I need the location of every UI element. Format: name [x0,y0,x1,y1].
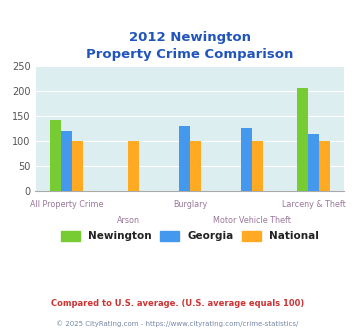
Text: Burglary: Burglary [173,200,207,209]
Bar [179,126,190,191]
Legend: Newington, Georgia, National: Newington, Georgia, National [61,231,319,241]
Bar [50,120,61,191]
Bar [72,141,83,191]
Title: 2012 Newington
Property Crime Comparison: 2012 Newington Property Crime Comparison [86,31,294,61]
Bar [61,131,72,191]
Bar [190,141,201,191]
Bar [128,141,139,191]
Bar [319,141,330,191]
Text: Compared to U.S. average. (U.S. average equals 100): Compared to U.S. average. (U.S. average … [51,299,304,308]
Text: © 2025 CityRating.com - https://www.cityrating.com/crime-statistics/: © 2025 CityRating.com - https://www.city… [56,320,299,327]
Text: Arson: Arson [117,216,140,225]
Bar [252,141,263,191]
Text: Motor Vehicle Theft: Motor Vehicle Theft [213,216,291,225]
Text: Larceny & Theft: Larceny & Theft [282,200,345,209]
Bar [241,128,252,191]
Bar [297,87,308,191]
Text: All Property Crime: All Property Crime [29,200,103,209]
Bar [308,134,319,191]
